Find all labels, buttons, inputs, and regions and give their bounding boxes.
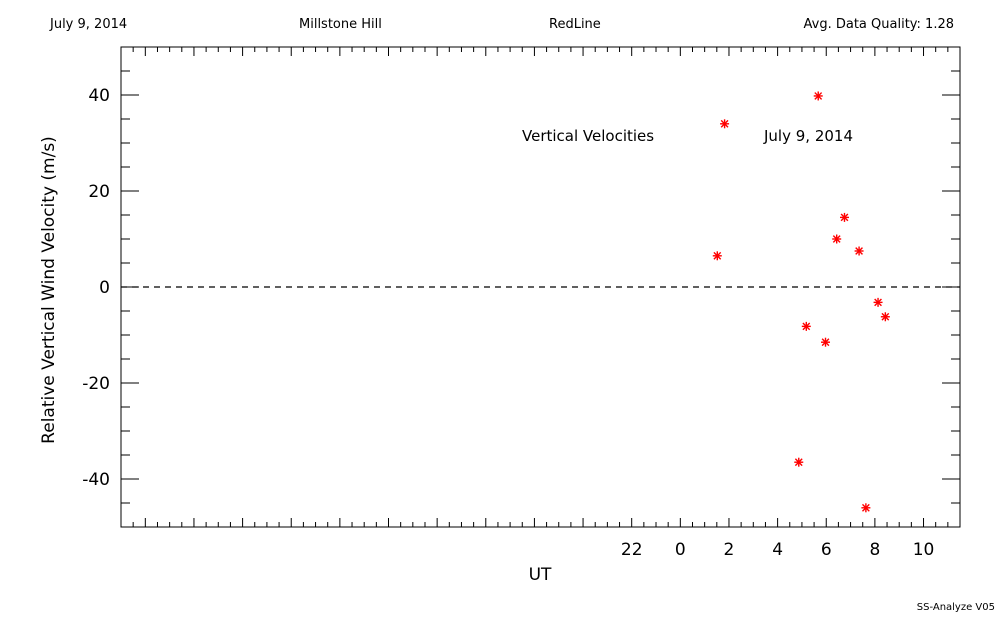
data-point-stroke (802, 322, 811, 331)
y-axis-label: Relative Vertical Wind Velocity (m/s) (39, 136, 59, 444)
data-point-stroke (794, 458, 803, 467)
data-point (813, 91, 823, 101)
x-tick-label: 4 (772, 540, 783, 560)
data-point-stroke (874, 298, 882, 307)
x-tick-label: 0 (675, 540, 686, 560)
header-instrument: RedLine (549, 17, 601, 32)
y-tick-label: 20 (88, 182, 110, 202)
data-point (832, 234, 842, 244)
x-tick-label: 6 (821, 540, 832, 560)
data-point-stroke (821, 338, 830, 347)
y-tick-label: -40 (82, 470, 110, 490)
x-tick-label: 10 (913, 540, 935, 560)
data-point (801, 321, 811, 331)
header-date: July 9, 2014 (50, 17, 128, 32)
x-tick-label: 8 (869, 540, 880, 560)
y-tick-label: 0 (99, 278, 110, 298)
data-point (712, 251, 722, 261)
data-point-stroke (840, 213, 849, 222)
footer-version: SS-Analyze V05 (916, 602, 995, 613)
x-axis-label: UT (529, 565, 552, 585)
data-point-stroke (713, 251, 722, 260)
data-point (861, 503, 871, 513)
data-point-stroke (814, 92, 823, 100)
data-point-stroke (720, 119, 729, 128)
x-tick-label: 2 (724, 540, 735, 560)
header-site: Millstone Hill (299, 17, 382, 32)
y-tick-label: -20 (82, 374, 110, 394)
chart-labels: UT Relative Vertical Wind Velocity (m/s)… (39, 127, 853, 585)
annotation-vertical-velocities: Vertical Velocities (522, 127, 654, 145)
x-tick-label: 22 (621, 540, 643, 560)
data-point (821, 337, 831, 347)
data-point (854, 246, 864, 256)
data-point (794, 457, 804, 467)
y-tick-label: 40 (88, 86, 110, 106)
data-point (873, 297, 883, 307)
data-point-stroke (881, 312, 890, 321)
data-point-stroke (832, 235, 841, 243)
axes: 22 0 2 4 6 8 10 -40 -20 0 20 40 (82, 46, 961, 560)
data-point (720, 119, 730, 129)
data-point (839, 212, 849, 222)
data-point-stroke (861, 503, 870, 512)
data-point (880, 312, 890, 322)
annotation-date: July 9, 2014 (763, 127, 853, 145)
data-point-stroke (855, 247, 863, 255)
data-points (712, 91, 890, 513)
header-quality: Avg. Data Quality: 1.28 (803, 17, 954, 32)
